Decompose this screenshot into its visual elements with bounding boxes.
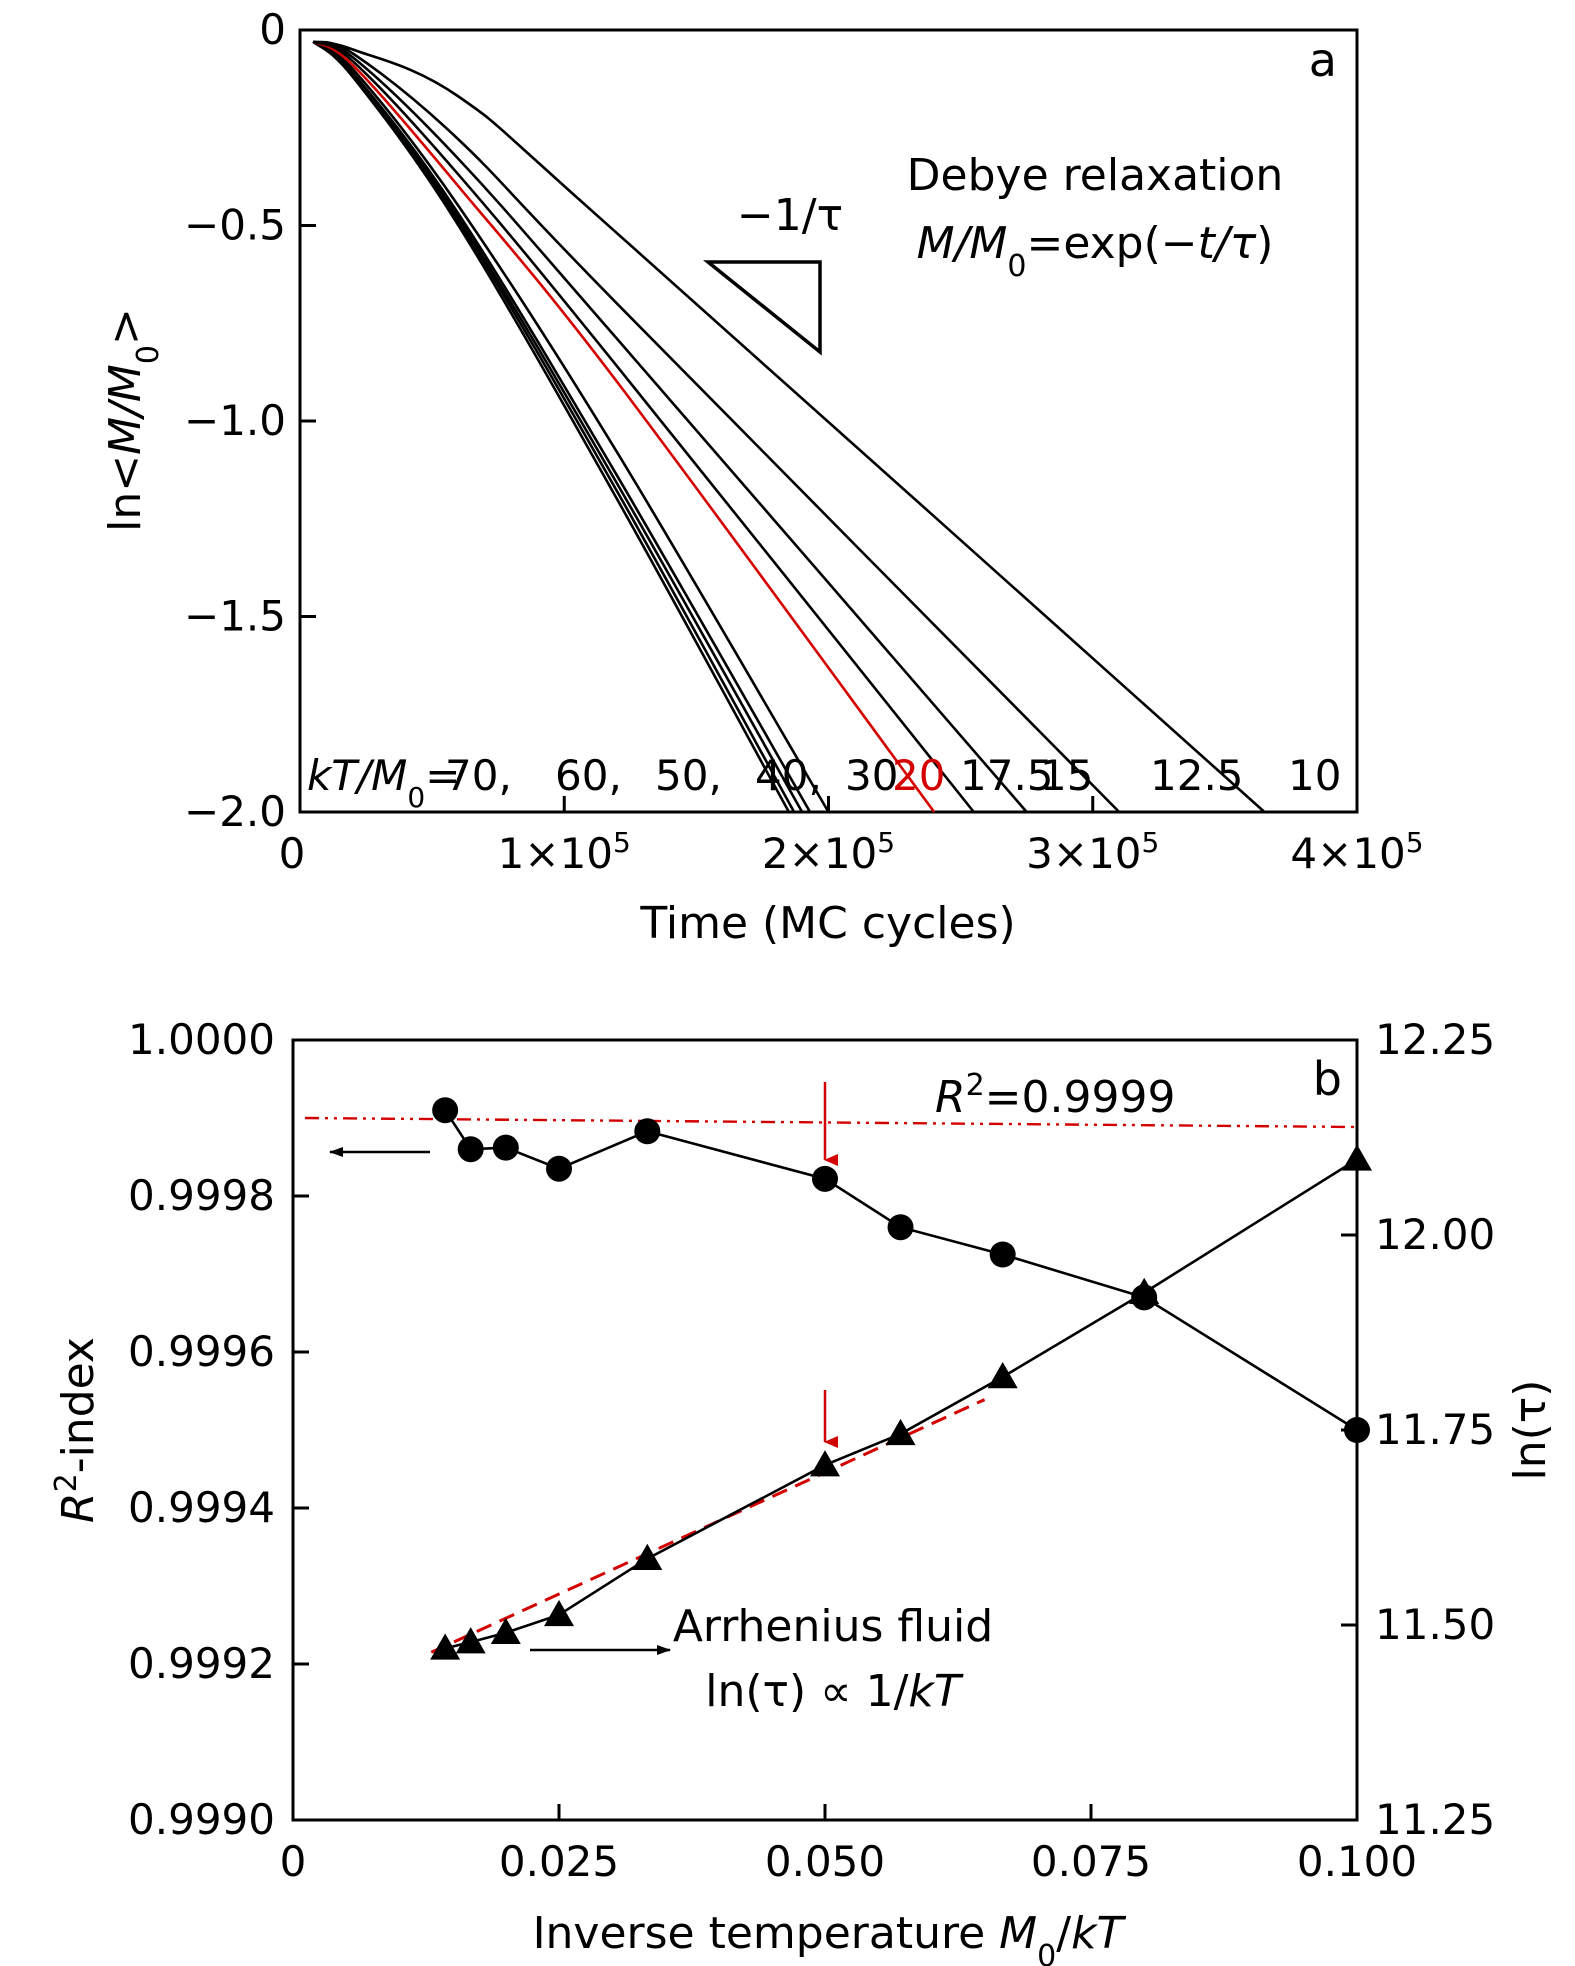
panel-b-fits — [304, 1116, 1358, 1654]
series-line-30 — [312, 40, 830, 813]
kt-label-12-5: 12.5 — [1150, 751, 1244, 800]
series-line-50 — [312, 40, 804, 813]
panel-b-x-title: Inverse temperature M0/kT — [533, 1908, 1127, 1966]
series-line-17-5 — [312, 40, 975, 813]
r2-point — [432, 1097, 459, 1124]
debye-formula: M/M0=exp(−t/τ) — [917, 218, 1274, 284]
lntau-line — [444, 1158, 1358, 1650]
panel-a-series — [312, 40, 1266, 813]
r2-point — [1344, 1417, 1370, 1443]
panel-a-label: a — [1309, 33, 1337, 87]
left-tick-label: 0.9992 — [128, 1639, 275, 1688]
x-tick-label: 0.050 — [765, 1837, 885, 1886]
debye-title: Debye relaxation — [907, 150, 1284, 201]
lntau-point — [455, 1627, 486, 1654]
x-tick-label: 0.025 — [499, 1837, 619, 1886]
left-tick-label: 0.9996 — [128, 1327, 275, 1376]
left-tick-label: 0.9998 — [128, 1171, 275, 1220]
y-tick-label: −1.0 — [184, 396, 286, 445]
kt-label-20: 20 — [892, 751, 945, 800]
panel-a-x-title: Time (MC cycles) — [639, 898, 1015, 949]
slope-label: −1/τ — [737, 190, 843, 241]
x-tick-label: 2×105 — [762, 826, 895, 879]
series-line-10 — [312, 40, 1266, 813]
r2-line — [444, 1109, 1358, 1432]
right-tick-label: 12.00 — [1375, 1210, 1495, 1259]
kt-label-row: kT/M0= — [307, 751, 460, 814]
kt-label-60: 60, — [555, 751, 622, 800]
panel-b-series — [430, 1097, 1372, 1660]
panel-b-right-ticks: 11.25 11.50 11.75 12.00 12.25 — [1341, 1015, 1495, 1844]
r2-point — [634, 1118, 661, 1145]
lntau-point — [885, 1418, 916, 1446]
x-tick-label: 0 — [280, 1837, 307, 1886]
series-line-70 — [312, 40, 791, 813]
x-tick-label: 3×105 — [1026, 826, 1159, 879]
lntau-point — [430, 1633, 461, 1660]
series-line-20 — [312, 40, 936, 813]
lntau-point — [490, 1617, 521, 1645]
kt-label-30: 30 — [845, 751, 898, 800]
panel-a-x-ticks: 0 1×105 2×105 3×105 4×105 — [279, 796, 1424, 878]
y-tick-label: −0.5 — [184, 201, 286, 250]
x-tick-label: 0.100 — [1297, 1837, 1417, 1886]
r2-threshold-label: R2=0.9999 — [935, 1068, 1176, 1124]
slope-triangle — [703, 260, 822, 356]
r2-point — [457, 1136, 484, 1163]
lntau-point — [1342, 1144, 1372, 1171]
series-line-15 — [312, 40, 1028, 813]
r2-point — [492, 1134, 519, 1161]
x-tick-label: 1×105 — [498, 826, 631, 879]
right-tick-label: 12.25 — [1375, 1015, 1495, 1064]
panel-b-label: b — [1313, 1052, 1342, 1106]
x-tick-label: 0.075 — [1031, 1837, 1151, 1886]
r2-point — [812, 1165, 838, 1192]
panel-a-y-title: ln<M/M0> — [100, 308, 166, 532]
left-tick-label: 0.9994 — [128, 1483, 275, 1532]
r2-point — [887, 1214, 914, 1241]
lntau-point — [810, 1450, 840, 1477]
panel-b-left-title: R2-index — [49, 1337, 105, 1523]
arrhenius-title: Arrhenius fluid — [673, 1601, 993, 1652]
y-tick-label: −1.5 — [184, 592, 286, 641]
r2-point — [546, 1155, 572, 1182]
x-tick-label: 4×105 — [1290, 826, 1423, 879]
arrhenius-formula: ln(τ) ∝ 1/kT — [705, 1666, 964, 1717]
panel-b-left-ticks: 0.9990 0.9992 0.9994 0.9996 0.9998 1.0000 — [128, 1015, 309, 1844]
kt-label-50: 50, — [655, 751, 722, 800]
kt-label-10: 10 — [1288, 751, 1341, 800]
lntau-point — [987, 1361, 1018, 1389]
kt-label-40: 40, — [755, 751, 822, 800]
right-tick-label: 11.50 — [1375, 1600, 1495, 1649]
r2-threshold-line — [304, 1116, 1358, 1129]
kt-label-17-5: 17.5 — [960, 751, 1054, 800]
right-tick-label: 11.25 — [1375, 1795, 1495, 1844]
x-tick-label: 0 — [279, 829, 306, 878]
left-tick-label: 1.0000 — [128, 1015, 275, 1064]
series-line-40 — [312, 40, 812, 813]
lntau-point — [1129, 1277, 1160, 1304]
kt-label-70: 70, — [445, 751, 512, 800]
panel-b-right-title: ln(τ) — [1505, 1380, 1556, 1481]
y-tick-label: −2.0 — [184, 787, 286, 836]
left-tick-label: 0.9990 — [128, 1795, 275, 1844]
r2-point — [989, 1241, 1016, 1268]
lntau-point — [632, 1543, 663, 1570]
kt-label-15: 15 — [1040, 751, 1093, 800]
y-tick-label: 0 — [259, 5, 286, 54]
lntau-point — [544, 1599, 574, 1627]
panel-b: 0.9990 0.9992 0.9994 0.9996 0.9998 1.0000 11.… — [49, 1015, 1557, 1966]
series-line-12-5 — [312, 40, 1121, 813]
right-tick-label: 11.75 — [1375, 1405, 1495, 1454]
panel-b-x-ticks: 0 0.025 0.050 0.075 0.100 — [280, 1804, 1417, 1886]
panel-a: 0−0.5−1.0−1.5−2.0 0 1×105 2×105 3×105 4×105 … — [100, 5, 1424, 949]
series-line-60 — [312, 40, 796, 813]
panel-a-y-ticks: 0 −0.5 −1.0 −1.5 −2.0 — [184, 5, 316, 836]
